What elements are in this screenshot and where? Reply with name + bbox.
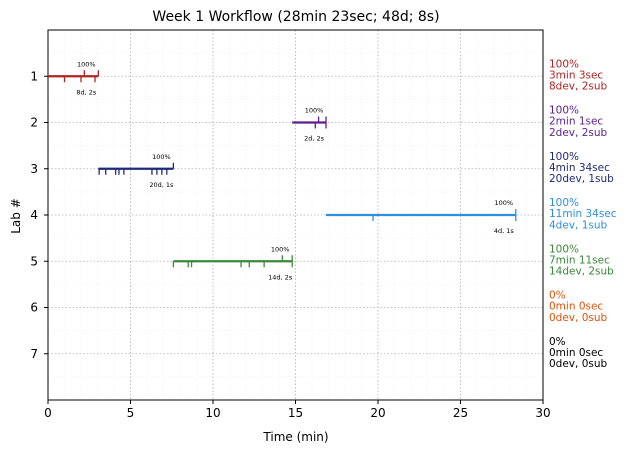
- lab-1-summary-line: 3min 3sec: [549, 69, 603, 81]
- x-tick-label: 0: [44, 406, 52, 420]
- lab-3-summary-line: 20dev, 1sub: [549, 173, 614, 185]
- lab-7-summary-line: 0%: [549, 336, 566, 348]
- x-tick-label: 25: [453, 406, 468, 420]
- lab-2-summary-line: 2min 1sec: [549, 116, 603, 128]
- y-tick-label: 6: [30, 301, 38, 315]
- y-axis-label: Lab #: [9, 198, 23, 234]
- lab-4-count-label: 4d, 1s: [494, 227, 515, 235]
- x-axis-label: Time (min): [262, 430, 328, 444]
- lab-4-summary-line: 100%: [549, 197, 579, 209]
- lab-1-summary-line: 100%: [549, 58, 579, 70]
- lab-1-count-label: 8d, 2s: [76, 88, 97, 96]
- lab-4-completion-label: 100%: [494, 199, 513, 207]
- y-tick-label: 2: [30, 116, 38, 130]
- y-tick-label: 5: [30, 254, 38, 268]
- x-tick-label: 5: [127, 406, 135, 420]
- lab-2-completion-label: 100%: [305, 107, 324, 115]
- lab-2-summary-line: 2dev, 2sub: [549, 127, 608, 139]
- x-tick-label: 30: [535, 406, 550, 420]
- lab-3-summary-line: 4min 34sec: [549, 162, 610, 174]
- lab-2-summary-line: 100%: [549, 105, 579, 117]
- lab-6-summary-line: 0%: [549, 290, 566, 302]
- y-tick-label: 7: [30, 347, 38, 361]
- lab-6-summary-line: 0dev, 0sub: [549, 312, 608, 324]
- lab-4-summary-line: 4dev, 1sub: [549, 219, 608, 231]
- lab-5-summary-line: 7min 11sec: [549, 254, 610, 266]
- lab-1-summary-line: 8dev, 2sub: [549, 81, 608, 93]
- lab-3-count-label: 20d, 1s: [149, 181, 174, 189]
- lab-7-summary-line: 0min 0sec: [549, 347, 603, 359]
- lab-3-completion-label: 100%: [152, 153, 171, 161]
- y-tick-label: 4: [30, 208, 38, 222]
- lab-5-summary-line: 100%: [549, 243, 579, 255]
- y-tick-label: 3: [30, 162, 38, 176]
- lab-7-summary-line: 0dev, 0sub: [549, 358, 608, 370]
- x-tick-label: 15: [288, 406, 303, 420]
- chart-title: Week 1 Workflow (28min 23sec; 48d; 8s): [152, 9, 439, 25]
- plot-area: 0 5 10 15 20 25 30 1 2 3 4 5 6 7 100% 8d, 2s 100% 2d, 2s 1…: [30, 29, 551, 420]
- x-tick-label: 20: [370, 406, 385, 420]
- lab-4-summary-line: 11min 34sec: [549, 208, 617, 220]
- lab-2-count-label: 2d, 2s: [304, 135, 325, 143]
- x-tick-label: 10: [205, 406, 220, 420]
- lab-6-summary-line: 0min 0sec: [549, 301, 603, 313]
- lab-3-summary-line: 100%: [549, 151, 579, 163]
- lab-5-completion-label: 100%: [271, 245, 290, 253]
- y-tick-label: 1: [30, 69, 38, 83]
- lab-1-completion-label: 100%: [77, 60, 96, 68]
- lab-5-count-label: 14d, 2s: [268, 273, 293, 281]
- lab-5-summary-line: 14dev, 2sub: [549, 266, 614, 278]
